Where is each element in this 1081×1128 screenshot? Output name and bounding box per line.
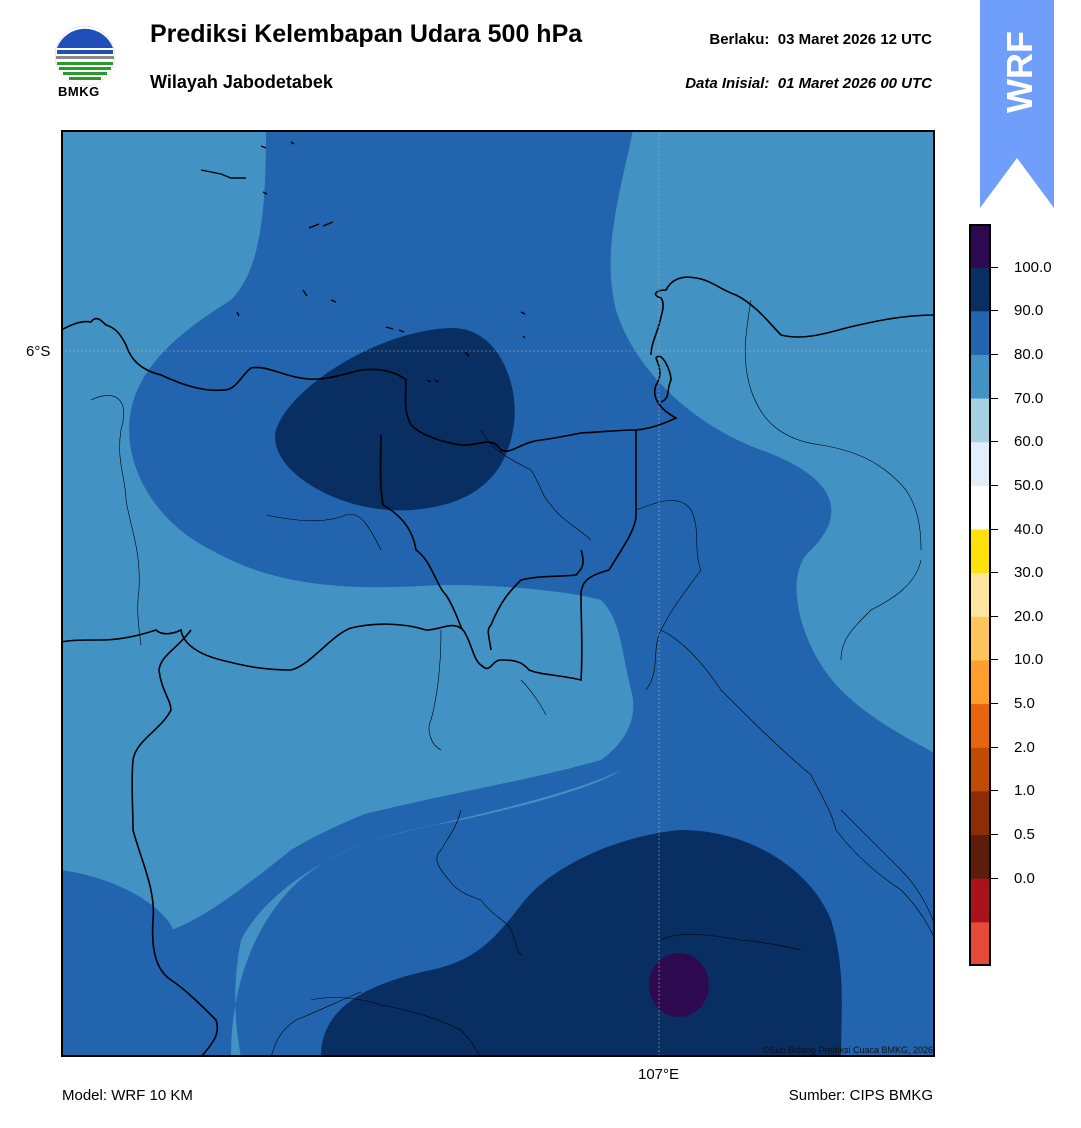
colorbar xyxy=(969,224,991,966)
colorbar-tick xyxy=(991,353,998,355)
colorbar-tick xyxy=(991,397,998,399)
colorbar-segment xyxy=(969,616,991,661)
colorbar-tick xyxy=(991,746,998,748)
humidity-band-80-west xyxy=(61,870,173,1057)
colorbar-tick xyxy=(991,615,998,617)
colorbar-tick xyxy=(991,528,998,530)
colorbar-label: 90.0 xyxy=(1014,302,1044,320)
colorbar-label: 10.0 xyxy=(1014,651,1044,669)
colorbar-label: 20.0 xyxy=(1014,607,1044,625)
init-time: Data Inisial: 01 Maret 2026 00 UTC xyxy=(685,75,932,92)
colorbar-label: 40.0 xyxy=(1014,520,1044,538)
wrf-badge-text: WRF xyxy=(999,31,1040,113)
colorbar-tick xyxy=(991,484,998,486)
colorbar-segment xyxy=(969,660,991,705)
humidity-band-90-north xyxy=(275,327,515,511)
copyright-note: ©Sub Bidang Prediksi Cuaca BMKG, 2026 xyxy=(762,1045,933,1055)
colorbar-segment xyxy=(969,485,991,531)
colorbar-segment xyxy=(969,267,991,312)
coastline xyxy=(61,317,678,452)
colorbar-segment xyxy=(969,704,991,749)
colorbar-label: 30.0 xyxy=(1014,564,1044,582)
colorbar-tick xyxy=(991,441,998,443)
model-label: Model: WRF 10 KM xyxy=(62,1087,193,1104)
init-label: Data Inisial: xyxy=(685,75,770,92)
colorbar-segment xyxy=(969,398,991,443)
bmkg-logo-icon xyxy=(54,25,116,87)
colorbar-segment xyxy=(969,835,991,880)
humidity-band-70-west xyxy=(61,410,634,907)
colorbar-tick xyxy=(991,266,998,268)
islands xyxy=(200,141,526,383)
longitude-tick: 107°E xyxy=(638,1066,680,1083)
colorbar-label: 0.5 xyxy=(1014,826,1035,844)
colorbar-label: 2.0 xyxy=(1014,738,1035,756)
colorbar-label: 5.0 xyxy=(1014,695,1035,713)
colorbar-label: 1.0 xyxy=(1014,782,1035,800)
colorbar-tick xyxy=(991,877,998,879)
colorbar-segment xyxy=(969,573,991,618)
valid-value: 03 Maret 2026 12 UTC xyxy=(777,31,932,48)
colorbar-label: 50.0 xyxy=(1014,476,1044,494)
colorbar-tick xyxy=(991,834,998,836)
source-label: Sumber: CIPS BMKG xyxy=(788,1087,933,1104)
humidity-band-80-north xyxy=(61,130,935,1057)
colorbar-segment xyxy=(969,878,991,923)
coastline-east xyxy=(650,276,935,356)
colorbar-label: 100.0 xyxy=(1014,258,1052,276)
valid-time: Berlaku: 03 Maret 2026 12 UTC xyxy=(709,31,932,48)
colorbar-tick xyxy=(991,572,998,574)
colorbar-segment xyxy=(969,529,991,574)
colorbar-tick xyxy=(991,790,998,792)
humidity-map xyxy=(61,130,935,1057)
latitude-tick: 6°S xyxy=(26,343,51,360)
colorbar-segment xyxy=(969,224,991,269)
valid-label: Berlaku: xyxy=(709,31,770,48)
colorbar-label: 70.0 xyxy=(1014,389,1044,407)
colorbar-segment xyxy=(969,922,991,966)
colorbar-segment xyxy=(969,791,991,836)
colorbar-tick xyxy=(991,703,998,705)
wrf-badge: WRF xyxy=(980,0,1054,208)
colorbar-tick xyxy=(991,659,998,661)
province-boundary-mid xyxy=(379,434,584,651)
init-value: 01 Maret 2026 00 UTC xyxy=(777,75,932,92)
humidity-band-100 xyxy=(649,953,709,1017)
province-boundary xyxy=(61,430,637,682)
logo-text: BMKG xyxy=(58,84,100,99)
province-boundary-west xyxy=(131,629,219,1057)
colorbar-segment xyxy=(969,747,991,792)
colorbar-label: 0.0 xyxy=(1014,869,1035,887)
colorbar-segment xyxy=(969,442,991,487)
page-title: Prediksi Kelembapan Udara 500 hPa xyxy=(150,20,583,48)
colorbar-label: 60.0 xyxy=(1014,433,1044,451)
colorbar-segment xyxy=(969,311,991,356)
colorbar-segment xyxy=(969,354,991,400)
colorbar-label: 80.0 xyxy=(1014,345,1044,363)
region-subtitle: Wilayah Jabodetabek xyxy=(150,72,333,92)
humidity-band-90-south xyxy=(321,830,842,1057)
colorbar-tick xyxy=(991,310,998,312)
